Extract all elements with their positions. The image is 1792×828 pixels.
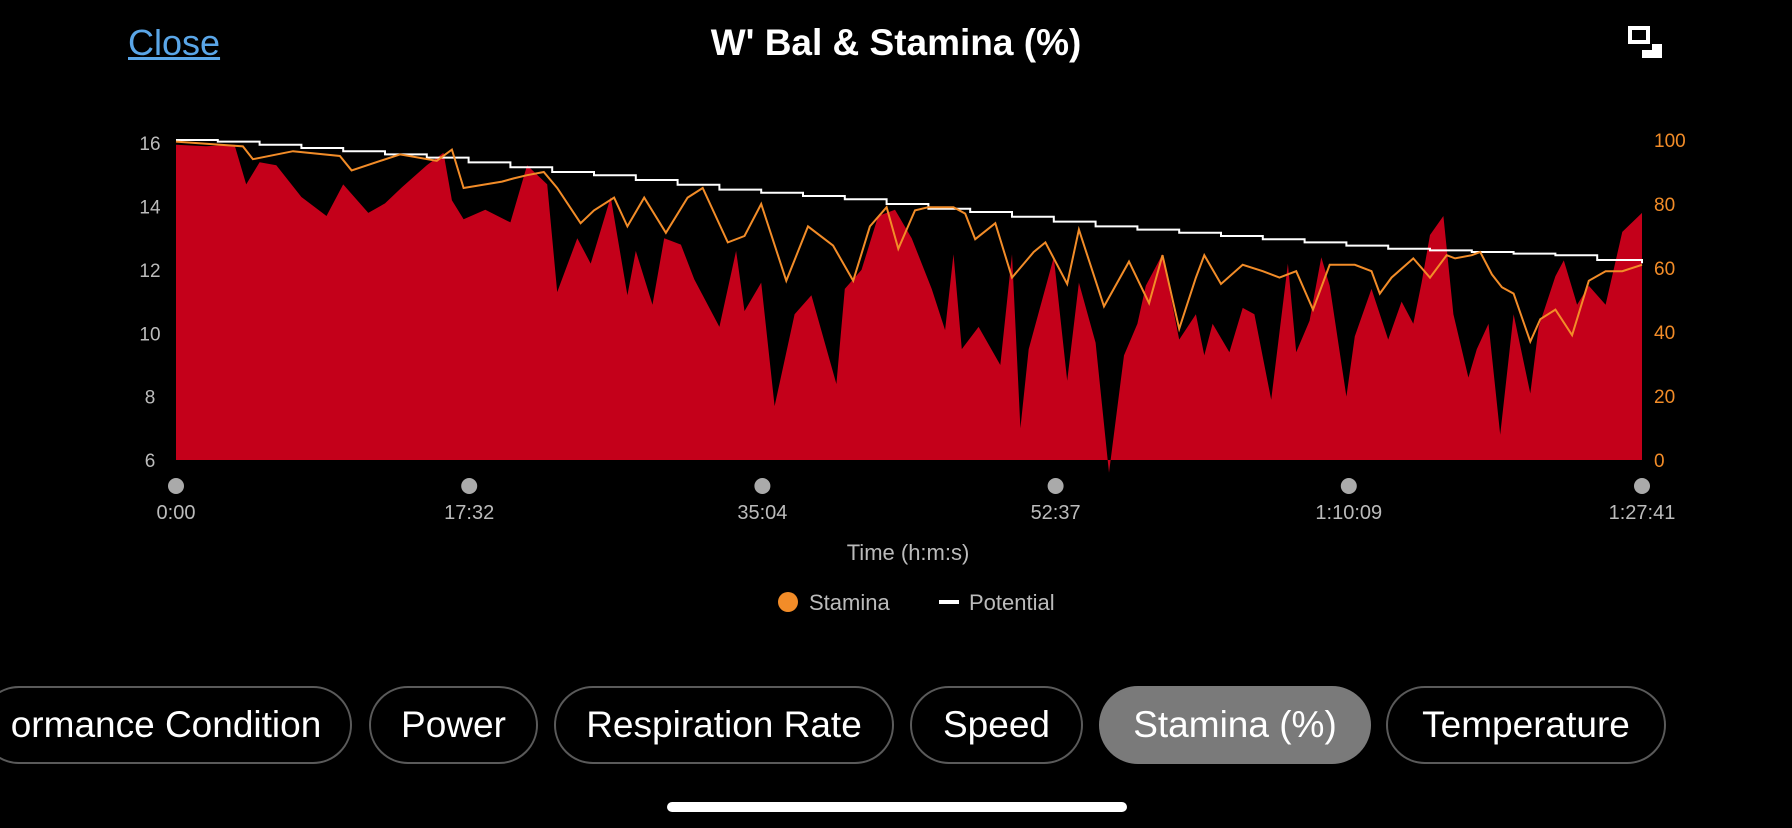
legend-marker-potential — [939, 600, 959, 604]
y-left-tick-label: 14 — [139, 198, 161, 219]
x-tick-label: 52:37 — [1031, 502, 1081, 524]
tab-temperature[interactable]: Temperature — [1386, 686, 1666, 764]
y-left-tick-label: 16 — [139, 134, 160, 155]
y-right-tick-label: 40 — [1654, 323, 1675, 344]
x-tick-label: 1:10:09 — [1315, 502, 1382, 524]
x-tick-dot — [461, 478, 478, 494]
x-tick-dot — [754, 478, 771, 494]
x-tick-label: 17:32 — [444, 502, 494, 524]
chart-legend: Stamina Potential — [778, 590, 1055, 615]
x-tick-label: 1:27:41 — [1609, 502, 1676, 524]
wbal-area — [176, 144, 1642, 473]
x-tick-dot — [168, 478, 184, 494]
tab-stamina[interactable]: Stamina (%) — [1099, 686, 1371, 764]
x-tick-dot — [1047, 478, 1064, 494]
close-link[interactable]: Close — [128, 22, 221, 63]
y-right-tick-label: 100 — [1654, 131, 1686, 152]
page-title: W' Bal & Stamina (%) — [710, 22, 1082, 63]
y-right-tick-label: 20 — [1654, 387, 1675, 408]
tab-respiration-rate[interactable]: Respiration Rate — [554, 686, 894, 764]
y-right-tick-label: 80 — [1654, 195, 1675, 216]
x-tick-label: 35:04 — [737, 502, 787, 524]
series-line-potential — [176, 139, 1643, 264]
home-indicator[interactable] — [667, 802, 1127, 812]
y-left-tick-label: 8 — [145, 388, 156, 409]
y-left-tick-label: 12 — [139, 261, 160, 282]
legend-label-stamina: Stamina — [809, 590, 890, 615]
tab-performance-condition[interactable]: ormance Condition — [0, 686, 352, 764]
tab-power[interactable]: Power — [369, 686, 538, 764]
y-left-tick-label: 10 — [139, 324, 160, 345]
y-right-tick-label: 60 — [1654, 259, 1675, 280]
tab-speed[interactable]: Speed — [910, 686, 1083, 764]
legend-label-potential: Potential — [969, 590, 1055, 615]
chart: 6 8 10 12 14 16 0 20 40 60 80 100 0:00 17:32 35:04 52… — [139, 131, 1686, 615]
series-line-stamina — [175, 140, 1643, 345]
expand-icon[interactable] — [1628, 26, 1664, 60]
y-right-tick-label: 0 — [1654, 451, 1665, 472]
y-left-tick-label: 6 — [145, 451, 156, 472]
x-tick-dot — [1634, 478, 1650, 494]
legend-marker-stamina — [778, 592, 798, 612]
x-tick-dot — [1340, 478, 1357, 494]
tab-bar: ormance Condition Power Respiration Rate… — [0, 686, 1792, 768]
x-tick-label: 0:00 — [157, 502, 196, 524]
x-axis-label: Time (h:m:s) — [847, 540, 970, 565]
